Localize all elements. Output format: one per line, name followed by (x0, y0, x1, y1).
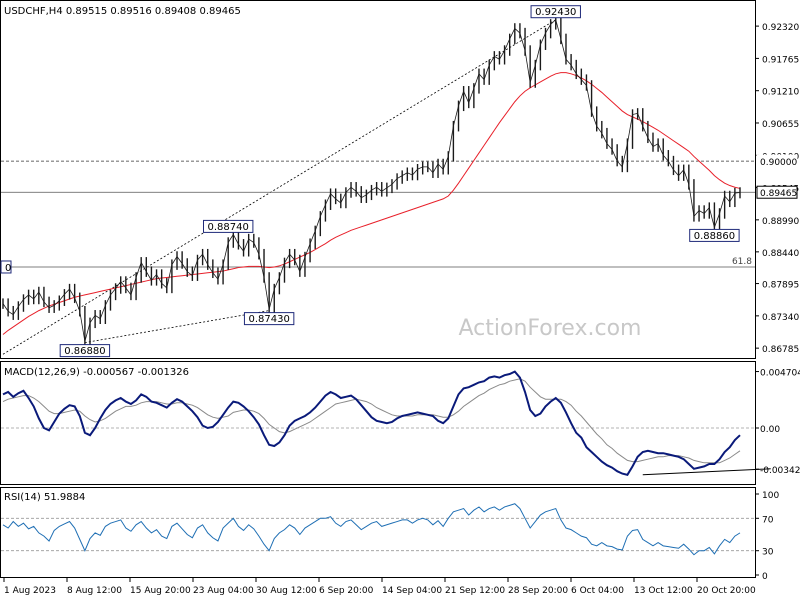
channel-line-1 (84, 310, 270, 344)
annotation-box-4 (689, 228, 740, 242)
level-value-box-1 (756, 185, 798, 199)
price-tick-label: 0.86785 (762, 345, 799, 355)
annotation-box-3 (59, 344, 111, 358)
macd-signal-line (2, 378, 741, 464)
x-tick-label: 13 Oct 12:00 (634, 586, 693, 596)
annotation-label-4: 0.88860 (694, 231, 735, 242)
rsi-tick-label: 30 (762, 548, 774, 558)
price-layer: 0.92430 0.88740 0.87430 0.86880 0.88860 0 61.8 (0, 5, 755, 358)
annotation-box-1 (202, 219, 254, 233)
annotation-box-0 (530, 5, 581, 19)
left-edge-label: 0 (5, 263, 11, 274)
price-panel-frame (0, 0, 756, 359)
annotation-box-2 (243, 312, 295, 326)
price-tick-label: 0.90655 (762, 120, 799, 130)
annotation-label-0: 0.92430 (535, 7, 576, 18)
x-tick-label: 30 Aug 12:00 (256, 586, 317, 596)
x-tick-label: 8 Aug 12:00 (67, 586, 122, 596)
x-tick-label: 14 Sep 04:00 (382, 586, 442, 596)
macd-label: MACD(12,26,9) -0.000567 -0.001326 (4, 367, 189, 378)
moving-average-line (2, 72, 741, 335)
x-tick-label: 6 Oct 04:00 (571, 586, 624, 596)
axis-layer: 0.923200.917650.912100.906550.901000.895… (3, 23, 800, 596)
level-value-box-0 (756, 154, 798, 168)
x-tick-label: 20 Oct 20:00 (697, 586, 756, 596)
x-tick-label: 21 Sep 12:00 (445, 586, 505, 596)
macd-tick-label: 0.00 (760, 425, 780, 435)
symbol-header: USDCHF,H4 0.89515 0.89516 0.89408 0.8946… (4, 6, 241, 17)
price-tick-label: 0.92320 (762, 23, 799, 33)
macd-line (2, 370, 741, 476)
left-edge-box (0, 260, 12, 274)
rsi-tick-label: 100 (762, 491, 779, 501)
price-tick-label: 0.87340 (762, 313, 799, 323)
rsi-tick-label: 70 (762, 515, 774, 525)
price-tick-label: 0.88440 (762, 249, 799, 259)
macd-layer (1, 370, 771, 476)
x-tick-label: 6 Sep 20:00 (319, 586, 374, 596)
price-tick-label: 0.91210 (762, 88, 799, 98)
macd-divergence-line (642, 468, 771, 476)
rsi-tick-label: 0 (762, 572, 768, 582)
macd-panel-frame (0, 361, 756, 485)
price-line (2, 18, 741, 342)
x-tick-label: 28 Sep 20:00 (508, 586, 568, 596)
annotation-label-2: 0.87430 (248, 314, 289, 325)
fib-level-label: 61.8 (732, 257, 752, 267)
price-tick-label: 0.88990 (762, 217, 799, 227)
x-tick-label: 1 Aug 2023 (4, 586, 56, 596)
level-value-label-0: 0.90000 (760, 158, 797, 168)
x-tick-label: 23 Aug 04:00 (193, 586, 254, 596)
rsi-layer (1, 503, 755, 556)
annotation-label-3: 0.86880 (64, 346, 105, 357)
watermark: ActionForex.com (459, 316, 642, 341)
macd-tick-label: -0.003429 (760, 466, 800, 476)
rsi-line (2, 503, 741, 556)
level-value-label-1: 0.89465 (760, 189, 797, 199)
annotation-label-1: 0.88740 (208, 222, 249, 233)
price-tick-label: 0.91765 (762, 55, 799, 65)
rsi-panel-frame (0, 487, 756, 578)
price-tick-label: 0.87895 (762, 281, 799, 291)
macd-tick-label: 0.004704 (760, 369, 800, 379)
x-tick-label: 15 Aug 20:00 (130, 586, 191, 596)
rsi-label: RSI(14) 51.9884 (4, 492, 85, 503)
channel-line-0 (2, 19, 556, 355)
